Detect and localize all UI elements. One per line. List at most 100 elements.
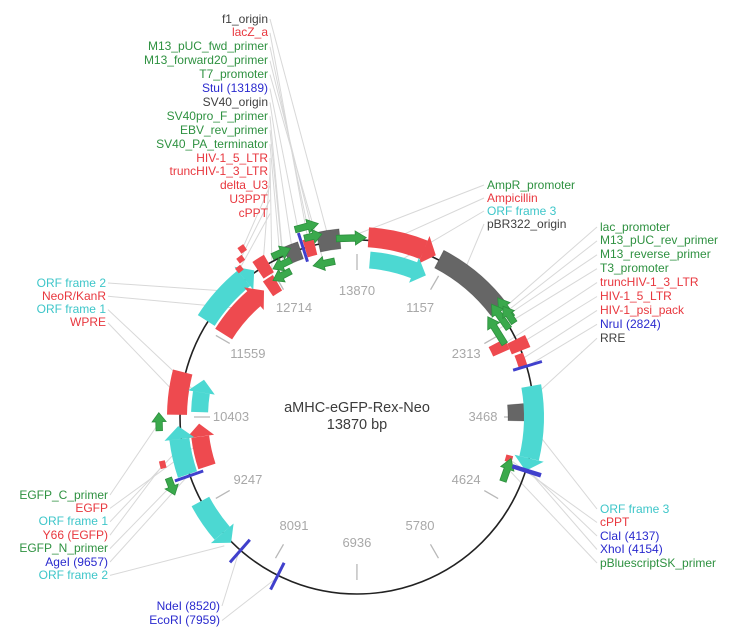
feature-arrow-ebv-rev-primer (272, 256, 293, 272)
feature-label-lacz-a: lacZ_a (231, 25, 268, 40)
feature-arc-orf-frame-3-amp (369, 251, 426, 283)
feature-label-trunchiv-1-3-ltr: truncHIV-1_3_LTR (600, 275, 699, 290)
position-tick-label-8091: 8091 (280, 518, 309, 533)
feature-label-xhoi-4154: XhoI (4154) (600, 542, 663, 556)
feature-label-ndei-8520: NdeI (8520) (156, 598, 220, 613)
restriction-site-ndei (228, 538, 251, 564)
feature-label-nrui-2824: NruI (2824) (600, 316, 661, 331)
callout-line-hiv-1-5-ltr (269, 157, 273, 285)
callout-line-xhoi-4154 (529, 472, 598, 550)
feature-label-trunchiv-1-3-ltr: truncHIV-1_3_LTR (169, 164, 269, 179)
feature-label-orf-frame-3: ORF frame 3 (600, 501, 670, 516)
feature-label-t7-promoter: T7_promoter (199, 67, 268, 82)
position-tick-1157 (430, 275, 440, 291)
callout-line-orf-frame-3 (393, 210, 485, 265)
feature-arc-hiv-1-5-ltr-top (262, 275, 283, 297)
feature-arc-orf-frame-1-egfp (164, 426, 197, 478)
feature-arc-ampicillin (367, 227, 436, 264)
callout-line-t7-promoter (269, 74, 324, 261)
feature-label-ampicillin: Ampicillin (487, 190, 538, 205)
feature-arrow-m13-reverse-primer (502, 305, 518, 326)
plasmid-center-label: aMHC-eGFP-Rex-Neo 13870 bp (237, 400, 477, 434)
callout-line-egfp-n-primer (109, 485, 172, 549)
feature-label-cppt: cPPT (238, 206, 268, 221)
feature-label-orf-frame-1: ORF frame 1 (38, 514, 108, 529)
feature-label-stui-13189: StuI (13189) (201, 81, 268, 95)
callout-line-sv40pro-f-primer (269, 116, 284, 254)
feature-arrow-sv40pro-f-primer (270, 245, 292, 261)
feature-label-egfp-n-primer: EGFP_N_primer (19, 541, 108, 556)
restriction-site-nrui (512, 360, 543, 372)
callout-line-ampr-promoter (351, 184, 485, 237)
feature-arc-lacz-a (302, 237, 318, 258)
feature-arc-egfp (186, 423, 216, 470)
position-tick-4624 (483, 489, 499, 500)
feature-label-m13-reverse-primer: M13_reverse_primer (600, 247, 711, 262)
feature-arc-hiv-1-5-ltr-right (507, 335, 531, 355)
restriction-site-ecori (269, 562, 286, 591)
callout-line-ndei-8520 (221, 552, 240, 607)
feature-label-orf-frame-3: ORF frame 3 (487, 203, 557, 218)
feature-label-hiv-1-5-ltr: HIV-1_5_LTR (196, 150, 268, 165)
position-tick-label-11559: 11559 (230, 346, 265, 361)
feature-arrow-m13-forward20-primer (303, 228, 323, 244)
callout-line-sv40-origin (269, 102, 293, 252)
feature-label-m13-puc-rev-primer: M13_pUC_rev_primer (600, 233, 719, 248)
feature-arc-orf-frame-1-upper (188, 379, 215, 413)
feature-label-agei-9657: AgeI (9657) (45, 554, 108, 569)
position-tick-11559 (215, 334, 231, 345)
restriction-site-xhoi (511, 465, 542, 478)
position-tick-8091 (274, 543, 285, 559)
callout-line-orf-frame-3 (539, 435, 598, 510)
feature-arrow-sv40-pa-terminator (272, 267, 293, 283)
feature-label-clai-4137: ClaI (4137) (600, 528, 660, 543)
position-tick-2313 (484, 335, 499, 345)
position-tick-label-6936: 6936 (342, 535, 371, 550)
feature-arc-hiv-1-psi-pack (514, 352, 528, 368)
feature-arc-rre (507, 403, 527, 422)
feature-arrow-t7-promoter (312, 255, 336, 272)
callout-line-orf-frame-1 (109, 447, 181, 523)
callout-line-orf-frame-2 (109, 545, 225, 576)
feature-label-egfp-c-primer: EGFP_C_primer (19, 487, 108, 502)
callout-line-m13-puc-rev-primer (500, 240, 598, 317)
callout-line-ebv-rev-primer (269, 130, 284, 266)
feature-dash-u3ppt (236, 254, 246, 264)
callout-line-delta-u3 (241, 185, 271, 250)
feature-arrow-egfp-n-primer (164, 476, 179, 496)
callout-line-hiv-1-5-ltr (518, 296, 598, 346)
callout-line-clai-4137 (528, 470, 598, 537)
feature-label-m13-forward20-primer: M13_forward20_primer (143, 53, 268, 68)
restriction-site-agei (174, 469, 204, 483)
feature-arrow-pbluescriptsk-primer (499, 457, 515, 483)
callout-line-y66-egfp (109, 464, 164, 536)
feature-label-t3-promoter: T3_promoter (600, 261, 669, 276)
restriction-site-stui (296, 232, 309, 263)
callout-line-wpre (107, 322, 177, 395)
feature-label-y66-egfp: Y66 (EGFP) (42, 527, 108, 542)
feature-label-hiv-1-5-ltr: HIV-1_5_LTR (600, 289, 672, 303)
feature-label-egfp: EGFP (75, 500, 108, 515)
callout-line-ecori-7959 (221, 577, 277, 621)
feature-dash-y66-egfp (158, 460, 167, 470)
feature-label-rre: RRE (600, 330, 626, 345)
callout-line-stui-13189 (269, 88, 300, 237)
feature-dash-cppt-top (235, 264, 244, 274)
feature-label-lac-promoter: lac_promoter (600, 219, 671, 234)
feature-label-ampr-promoter: AmpR_promoter (487, 177, 576, 192)
feature-arc-orf-frame-2-upper (197, 266, 255, 326)
callout-line-hiv-1-psi-pack (520, 309, 598, 361)
feature-arc-trunchiv-1-3-ltr-top (252, 254, 274, 279)
position-tick-label-1157: 1157 (406, 300, 434, 315)
feature-label-f1-origin: f1_origin (221, 11, 268, 26)
position-tick-5780 (429, 544, 440, 559)
callout-line-m13-forward20-primer (269, 60, 314, 235)
position-tick-9247 (215, 489, 231, 500)
position-tick-label-4624: 4624 (452, 472, 481, 487)
callout-line-nrui-2824 (528, 323, 598, 367)
callout-line-orf-frame-2 (107, 282, 227, 292)
feature-arc-orf-frame-2-bottom (191, 496, 234, 544)
feature-label-orf-frame-1: ORF frame 1 (36, 302, 106, 317)
